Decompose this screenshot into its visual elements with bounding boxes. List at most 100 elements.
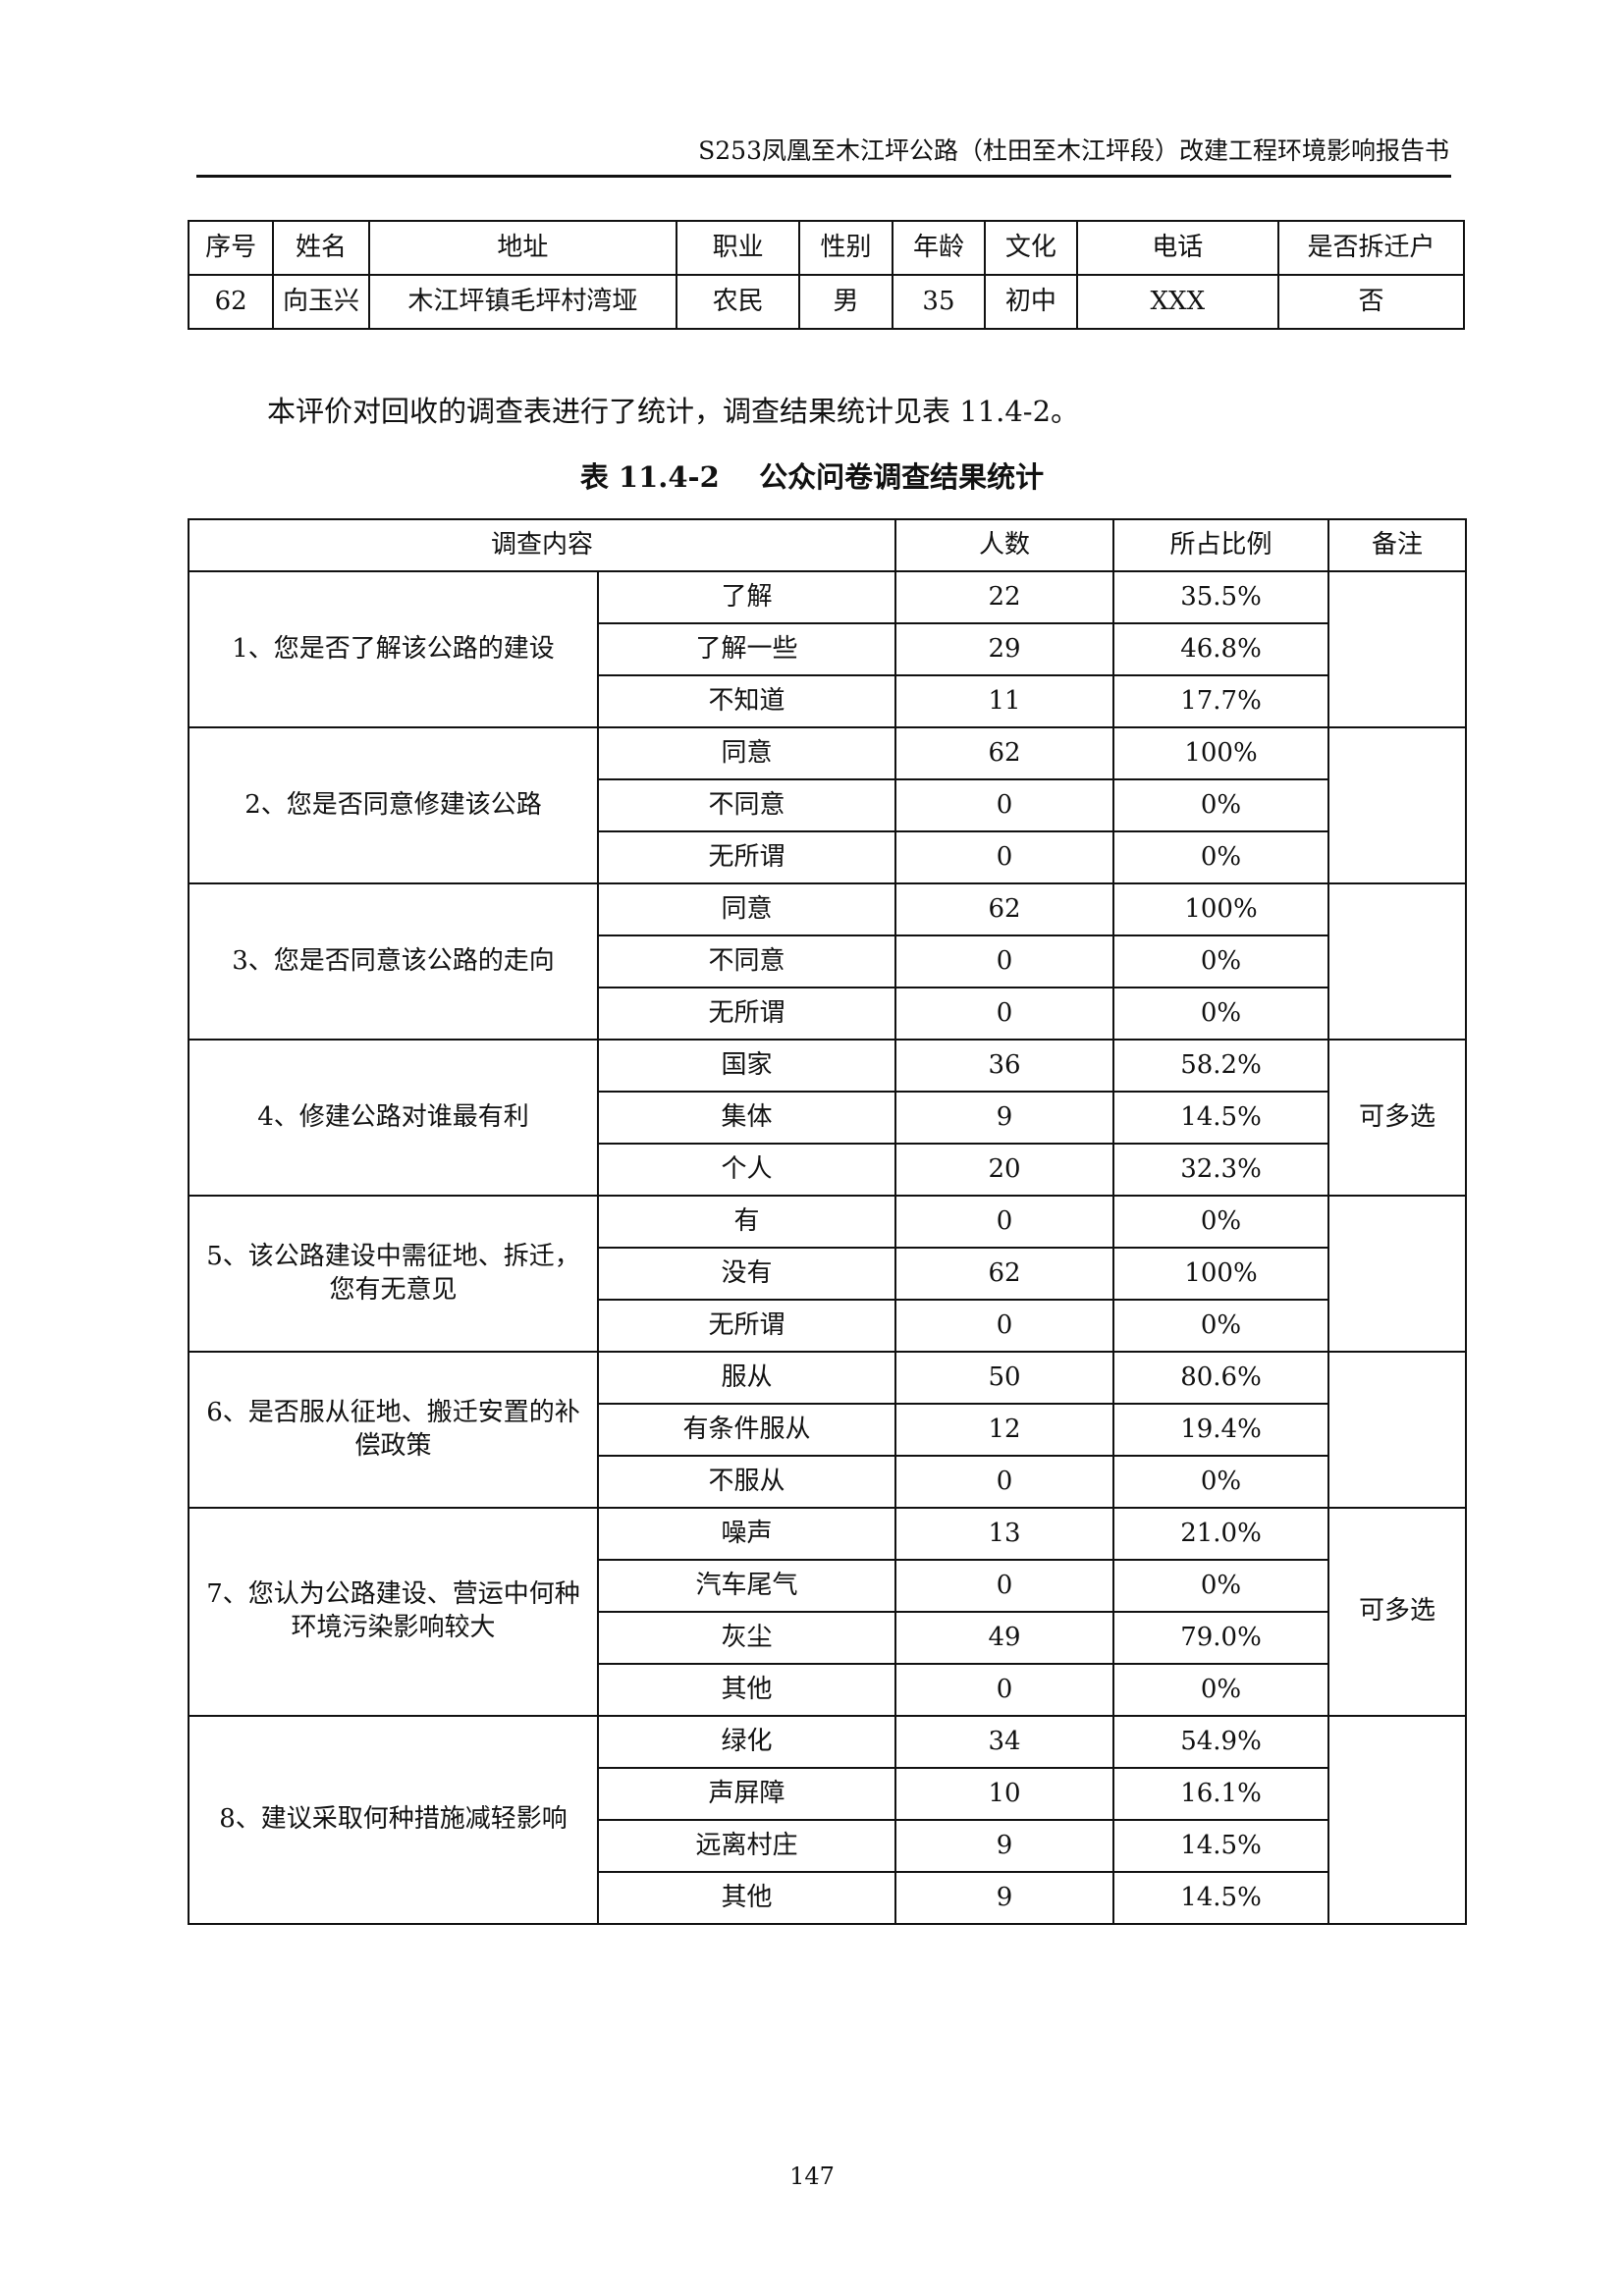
table-row: 不同意 0 0% (189, 778, 1466, 832)
table-row: 不同意 0 0% (189, 934, 1466, 988)
percent-cell: 17.7% (1112, 674, 1330, 728)
count-cell: 11 (894, 674, 1115, 728)
column-header: 序号 (187, 220, 275, 276)
question-cell: 5、该公路建设中需征地、拆迁，您有无意见 (188, 1195, 599, 1353)
table-row: 6、是否服从征地、搬迁安置的补偿政策 服从 50 80.6% (188, 1351, 1468, 1509)
note-cell (1327, 1351, 1468, 1509)
count-cell: 62 (894, 1247, 1115, 1301)
header-rule (196, 175, 1451, 178)
respondent-table: 序号 姓名 地址 职业 性别 年龄 文化 电话 是否拆迁户 62 向玉兴 木江坪镇毛坪村湾垭 农民男 35… (187, 220, 1465, 330)
percent-cell: 21.0% (1112, 1507, 1330, 1561)
table-cell: 男 (798, 274, 893, 330)
count-cell: 0 (894, 778, 1115, 832)
table-row: 其他 9 14.5% (189, 1871, 1466, 1925)
count-cell: 49 (894, 1611, 1115, 1665)
count-cell: 34 (894, 1715, 1115, 1769)
column-header: 电话 (1075, 220, 1280, 276)
count-cell: 0 (894, 987, 1115, 1041)
question-cell: 7、您认为公路建设、营运中何种环境污染影响较大 (188, 1507, 599, 1717)
percent-cell: 35.5% (1112, 570, 1330, 624)
note-cell (1327, 1195, 1468, 1353)
percent-cell: 32.3% (1112, 1143, 1330, 1197)
table-row: 没有 62 100% (189, 1247, 1466, 1301)
option-cell: 其他 (596, 1871, 897, 1925)
count-cell: 20 (894, 1143, 1115, 1197)
option-cell: 了解 (596, 570, 897, 624)
option-cell: 国家 (596, 1039, 897, 1093)
option-cell: 绿化 (596, 1715, 897, 1769)
option-cell: 没有 (596, 1247, 897, 1301)
percent-cell: 0% (1112, 830, 1330, 884)
table-row: 3、您是否同意该公路的走向 同意 62 100% (188, 882, 1468, 1041)
column-header: 所占比例 (1112, 518, 1330, 572)
table-row: 无所谓 0 0% (189, 830, 1466, 884)
note-cell: 可多选 (1327, 1507, 1468, 1717)
count-cell: 10 (894, 1767, 1115, 1821)
option-cell: 无所谓 (596, 987, 897, 1041)
header-row: 序号 姓名 地址 职业 性别 年龄 文化 电话 是否拆迁户 (187, 220, 1465, 276)
option-cell: 同意 (596, 726, 897, 780)
option-cell: 有 (596, 1195, 897, 1249)
question-cell: 4、修建公路对谁最有利 (188, 1039, 599, 1197)
count-cell: 9 (894, 1091, 1115, 1145)
count-cell: 0 (894, 1663, 1115, 1717)
table-cell: XXX (1075, 274, 1280, 330)
column-header: 地址 (367, 220, 677, 276)
option-cell: 不知道 (596, 674, 897, 728)
percent-cell: 0% (1112, 1663, 1330, 1717)
percent-cell: 54.9% (1112, 1715, 1330, 1769)
percent-cell: 16.1% (1112, 1767, 1330, 1821)
count-cell: 36 (894, 1039, 1115, 1093)
table-row: 远离村庄 9 14.5% (189, 1819, 1466, 1873)
table-row: 8、建议采取何种措施减轻影响 绿化 34 54.9% (188, 1715, 1468, 1925)
table-row: 无所谓 0 0% (189, 987, 1466, 1041)
percent-cell: 14.5% (1112, 1819, 1330, 1873)
column-header: 备注 (1327, 518, 1468, 572)
table-row: 7、您认为公路建设、营运中何种环境污染影响较大 噪声 13 21.0% 可多选 (188, 1507, 1468, 1717)
note-cell (1327, 726, 1468, 884)
column-header: 姓名 (272, 220, 370, 276)
percent-cell: 14.5% (1112, 1871, 1330, 1925)
column-header: 年龄 (891, 220, 987, 276)
table-caption: 表 11.4-2 公众问卷调查结果统计 (579, 460, 1045, 494)
option-cell: 远离村庄 (596, 1819, 897, 1873)
table-row: 集体 9 14.5% (189, 1091, 1466, 1145)
option-cell: 汽车尾气 (596, 1559, 897, 1613)
count-cell: 0 (894, 1455, 1115, 1509)
table-row: 其他 0 0% (189, 1663, 1466, 1717)
option-cell: 无所谓 (596, 830, 897, 884)
table-row: 不服从 0 0% (189, 1455, 1466, 1509)
question-cell: 2、您是否同意修建该公路 (188, 726, 599, 884)
question-cell: 3、您是否同意该公路的走向 (188, 882, 599, 1041)
table-row: 灰尘 49 79.0% (189, 1611, 1466, 1665)
table-cell: 62 (187, 274, 275, 330)
column-header: 调查内容 (187, 518, 897, 572)
percent-cell: 0% (1112, 1195, 1330, 1249)
column-header: 人数 (894, 518, 1115, 572)
option-cell: 不同意 (596, 778, 897, 832)
count-cell: 0 (894, 1195, 1115, 1249)
percent-cell: 80.6% (1112, 1351, 1330, 1405)
count-cell: 29 (894, 622, 1115, 676)
option-cell: 不同意 (596, 934, 897, 988)
option-cell: 了解一些 (596, 622, 897, 676)
percent-cell: 100% (1112, 1247, 1330, 1301)
table-row: 汽车尾气 0 0% (189, 1559, 1466, 1613)
percent-cell: 0% (1112, 778, 1330, 832)
question-cell: 1、您是否了解该公路的建设 (188, 570, 599, 728)
table-row: 2、您是否同意修建该公路 同意 62 100% (188, 726, 1468, 884)
count-cell: 0 (894, 830, 1115, 884)
table-cell: 向玉兴 (272, 274, 370, 330)
table-row: 个人 20 32.3% (189, 1143, 1466, 1197)
page-number: 147 (789, 2163, 835, 2190)
table-row: 有条件服从 12 19.4% (189, 1403, 1466, 1457)
table-row: 62 向玉兴 木江坪镇毛坪村湾垭 农民男 35 初中 XXX 否 (187, 274, 1465, 330)
count-cell: 62 (894, 726, 1115, 780)
option-cell: 不服从 (596, 1455, 897, 1509)
option-cell: 声屏障 (596, 1767, 897, 1821)
column-header: 职业 (675, 220, 801, 276)
table-row: 4、修建公路对谁最有利 国家 36 58.2% 可多选 (188, 1039, 1468, 1197)
count-cell: 0 (894, 934, 1115, 988)
option-cell: 噪声 (596, 1507, 897, 1561)
option-cell: 有条件服从 (596, 1403, 897, 1457)
